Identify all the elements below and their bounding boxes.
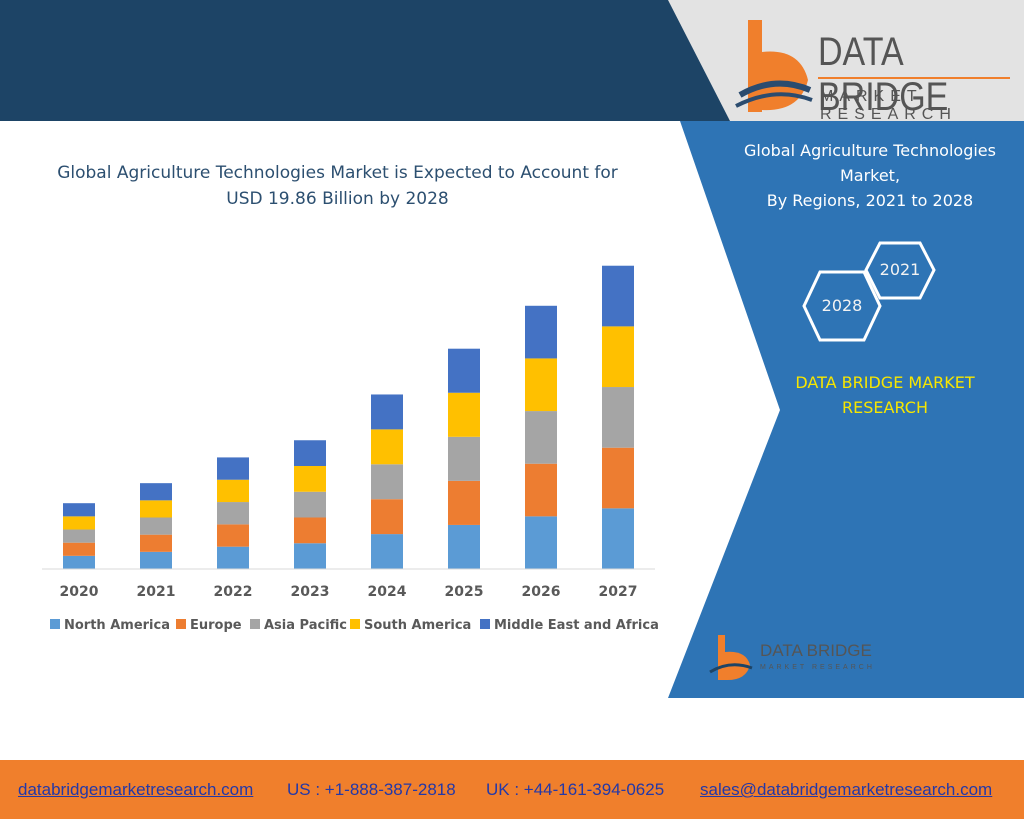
bar-segment-2025-middle-east-and-africa — [448, 348, 480, 393]
logo-mark-icon — [735, 20, 813, 112]
legend-item: Asia Pacific — [250, 618, 347, 633]
legend-item: North America — [50, 618, 170, 633]
bar-segment-2023-europe — [294, 517, 326, 544]
x-tick-label: 2024 — [368, 584, 407, 600]
small-logo-icon: DATA BRIDGE MARKET RESEARCH — [709, 635, 875, 681]
legend-swatch — [350, 619, 360, 629]
bar-segment-2025-europe — [448, 480, 480, 525]
bar-segment-2020-north-america — [63, 555, 95, 569]
footer-email-link[interactable]: sales@databridgemarketresearch.com — [700, 780, 993, 799]
bar-segment-2027-europe — [602, 447, 634, 509]
bar-segment-2020-asia-pacific — [63, 529, 95, 543]
footer-us-phone: US : +1-888-387-2818 — [287, 780, 456, 799]
bar-segment-2024-europe — [371, 499, 403, 535]
panel-brand-line2: RESEARCH — [842, 398, 928, 417]
x-tick-label: 2023 — [291, 584, 330, 600]
bar-segment-2023-south-america — [294, 466, 326, 492]
small-logo-tagline: MARKET RESEARCH — [760, 664, 875, 671]
logo-tagline: MARKET RESEARCH — [820, 88, 957, 123]
bar-segment-2025-north-america — [448, 524, 480, 569]
bar-segment-2026-south-america — [525, 358, 557, 412]
bar-segment-2025-south-america — [448, 392, 480, 437]
panel-title-line3: By Regions, 2021 to 2028 — [766, 191, 974, 210]
footer: databridgemarketresearch.com US : +1-888… — [0, 760, 1024, 819]
legend-swatch — [50, 619, 60, 629]
bar-segment-2021-middle-east-and-africa — [140, 483, 172, 501]
bar-segment-2021-europe — [140, 534, 172, 552]
chart-title-line1: Global Agriculture Technologies Market i… — [57, 163, 618, 183]
logo-name: DATA BRIDGE — [818, 30, 949, 119]
panel-brand-line1: DATA BRIDGE MARKET — [795, 373, 975, 392]
footer-website-link[interactable]: databridgemarketresearch.com — [18, 780, 254, 799]
footer-uk-phone: UK : +44-161-394-0625 — [486, 780, 665, 799]
legend-swatch — [250, 619, 260, 629]
hex-year-2021: 2021 — [879, 260, 921, 279]
header-band — [0, 0, 1024, 121]
x-tick-label: 2022 — [214, 584, 253, 600]
x-tick-label: 2020 — [60, 584, 99, 600]
bar-segment-2022-asia-pacific — [217, 502, 249, 525]
bar-segment-2022-north-america — [217, 546, 249, 569]
bar-segment-2020-middle-east-and-africa — [63, 503, 95, 517]
bar-segment-2020-south-america — [63, 516, 95, 530]
bar-segment-2025-asia-pacific — [448, 436, 480, 481]
bar-segment-2024-north-america — [371, 534, 403, 569]
bar-segment-2026-middle-east-and-africa — [525, 305, 557, 359]
bar-segment-2027-asia-pacific — [602, 387, 634, 448]
legend-item: Europe — [176, 618, 242, 633]
bar-segment-2022-middle-east-and-africa — [217, 457, 249, 480]
bar-segment-2024-south-america — [371, 429, 403, 465]
bar-segment-2027-north-america — [602, 508, 634, 569]
hex-year-2028: 2028 — [821, 296, 863, 315]
stacked-bar-chart: 2020 2021 2022 2023 2024 2025 2026 2027 North A… — [42, 265, 659, 633]
bar-segment-2020-europe — [63, 542, 95, 556]
x-tick-label: 2027 — [599, 584, 638, 600]
legend-label: Asia Pacific — [264, 618, 347, 633]
legend-swatch — [176, 619, 186, 629]
bar-segment-2022-europe — [217, 524, 249, 547]
x-tick-label: 2025 — [445, 584, 484, 600]
bar-segment-2026-north-america — [525, 516, 557, 569]
legend-item: Middle East and Africa — [480, 618, 659, 633]
panel-brand: DATA BRIDGE MARKET RESEARCH — [770, 370, 1000, 420]
bar-segment-2022-south-america — [217, 479, 249, 503]
bar-segment-2027-middle-east-and-africa — [602, 265, 634, 327]
bar-segment-2023-middle-east-and-africa — [294, 440, 326, 466]
legend-label: South America — [364, 618, 471, 633]
panel-title-line1: Global Agriculture Technologies — [744, 141, 996, 160]
bar-segment-2026-europe — [525, 463, 557, 517]
bar-segment-2023-north-america — [294, 543, 326, 569]
bar-segment-2026-asia-pacific — [525, 411, 557, 464]
bar-segment-2024-asia-pacific — [371, 464, 403, 500]
panel-title-line2: Market, — [839, 166, 901, 185]
panel-title: Global Agriculture Technologies Market, … — [720, 138, 1020, 213]
bar-segment-2024-middle-east-and-africa — [371, 394, 403, 430]
bar-segment-2021-asia-pacific — [140, 517, 172, 535]
chart-title: Global Agriculture Technologies Market i… — [40, 160, 635, 212]
chart-title-line2: USD 19.86 Billion by 2028 — [226, 189, 449, 209]
bar-segment-2021-north-america — [140, 551, 172, 569]
x-tick-label: 2021 — [137, 584, 176, 600]
legend-swatch — [480, 619, 490, 629]
legend-label: Middle East and Africa — [494, 618, 659, 633]
bar-segment-2023-asia-pacific — [294, 491, 326, 518]
bar-segment-2027-south-america — [602, 326, 634, 388]
x-tick-label: 2026 — [522, 584, 561, 600]
legend-label: Europe — [190, 618, 242, 633]
bar-segment-2021-south-america — [140, 500, 172, 518]
small-logo-name: DATA BRIDGE — [760, 641, 872, 660]
legend-label: North America — [64, 618, 170, 633]
legend-item: South America — [350, 618, 471, 633]
